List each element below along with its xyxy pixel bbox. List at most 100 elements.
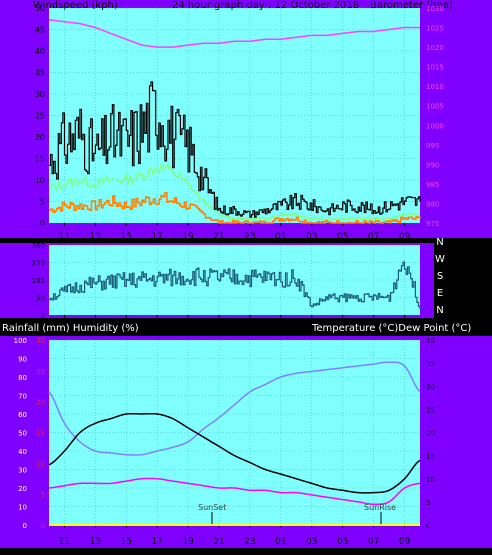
barometer-tick-label: 980 [426,200,439,208]
barometer-tick-label: 1020 [426,44,444,52]
humidity-line [48,361,421,456]
direction-tick-label: 180 [32,277,45,285]
barometer-tick-label: 1010 [426,83,444,91]
compass-label: S [437,271,443,282]
x-tick-label: 11 [59,232,70,242]
x-tick-label: 19 [182,232,194,242]
sunrise-label: SunRise [364,503,396,512]
wind-average-line [48,162,421,221]
x-tick-label: 23 [244,537,255,547]
humidity-tick-label: 70 [18,393,27,401]
humidity-tick-label: 40 [18,448,27,456]
compass-label: N [436,305,443,316]
barometer-tick-label: 990 [426,161,439,169]
direction-tick-label: 0 [41,312,45,320]
humidity-tick-label: 30 [18,467,27,475]
windspeed-tick-label: 40 [35,47,45,56]
barometer-line [48,18,420,48]
temperature-tick-label: 25 [426,406,435,414]
humidity-tick-label: 60 [18,411,27,419]
x-tick-label: 07 [368,232,379,242]
temperature-tick-label: 0 [426,522,430,530]
rainfall-tick-label: 0 [41,522,45,530]
humidity-tick-label: 10 [18,504,27,512]
barometer-tick-label: 985 [426,181,439,189]
x-tick-label: 21 [213,537,224,547]
x-tick-label: 03 [306,537,317,547]
windspeed-tick-label: 30 [35,90,45,99]
barometer-tick-label: 995 [426,142,439,150]
x-tick-label: 09 [399,232,411,242]
windspeed-tick-label: 35 [35,69,45,78]
rainfall-tick-label: 20 [36,399,45,407]
x-tick-label: 21 [213,232,224,242]
compass-label: N [436,237,443,248]
x-tick-label: 11 [59,537,70,547]
rainfall-tick-label: 10 [36,460,45,468]
wind-lull-line [49,192,421,224]
chart-series [48,18,421,526]
x-tick-label: 15 [121,537,132,547]
dew-point-line [48,477,421,505]
temperature-line [48,412,421,494]
barometer-tick-label: 975 [426,220,439,228]
event-markers: SunSet SunRise [198,503,396,524]
temperature-tick-label: 35 [426,360,435,368]
direction-tick-label: 360 [32,242,45,250]
x-tick-label: 07 [368,537,379,547]
windspeed-tick-label: 20 [35,133,45,142]
humidity-tick-label: 90 [18,356,27,364]
x-tick-label: 15 [121,232,132,242]
windspeed-tick-label: 5 [40,198,45,207]
barometer-tick-label: 1030 [426,5,444,13]
chart-title: 24 hour graph day : 12 October 2018 [172,0,359,11]
windspeed-axis-label: Windspeed (kph) [33,0,118,11]
windspeed-tick-label: 45 [35,26,45,35]
temperature-tick-label: 30 [426,383,435,391]
axis-tick-labels: 0510152025303540455097598098599099510001… [14,4,444,547]
rainfall-tick-label: 25 [36,368,45,376]
direction-tick-label: 90 [36,295,45,303]
humidity-tick-label: 50 [18,430,27,438]
temperature-tick-label: 40 [426,337,435,345]
barometer-tick-label: 1000 [426,122,444,130]
x-tick-label: 01 [275,232,286,242]
windspeed-tick-label: 15 [35,155,45,164]
x-tick-label: 05 [337,232,348,242]
grid-lines [49,7,420,528]
humidity-tick-label: 0 [23,522,27,530]
x-tick-label: 05 [337,537,348,547]
windspeed-tick-label: 25 [35,112,45,121]
rainfall-tick-label: 30 [36,337,45,345]
x-tick-label: 13 [90,232,101,242]
temperature-tick-label: 5 [426,499,430,507]
humidity-tick-label: 80 [18,374,27,382]
x-tick-label: 09 [399,537,411,547]
temperature-tick-label: 15 [426,453,435,461]
x-tick-label: 13 [90,537,101,547]
x-tick-label: 17 [151,232,162,242]
rainfall-tick-label: 15 [36,430,45,438]
x-tick-label: 17 [151,537,162,547]
wind-direction-line [49,261,421,310]
compass-label: W [435,254,445,265]
barometer-axis-label: Barometer (hpa) [370,0,453,11]
temp-dew-axis-label: Temperature (°C)Dew Point (°C) [311,323,471,334]
humidity-tick-label: 100 [14,337,27,345]
sunset-label: SunSet [198,503,226,512]
rainfall-tick-label: 5 [41,491,45,499]
windspeed-tick-label: 10 [35,176,45,185]
rain-humidity-axis-label: Rainfall (mm) Humidity (%) [2,323,139,334]
temperature-tick-label: 10 [426,476,435,484]
x-tick-label: 01 [275,537,286,547]
barometer-tick-label: 1025 [426,25,444,33]
windspeed-tick-label: 0 [40,219,45,228]
barometer-tick-label: 1015 [426,64,444,72]
barometer-tick-label: 1005 [426,103,444,111]
compass-label: E [437,288,443,299]
temperature-tick-label: 20 [426,430,435,438]
x-tick-label: 23 [244,232,255,242]
